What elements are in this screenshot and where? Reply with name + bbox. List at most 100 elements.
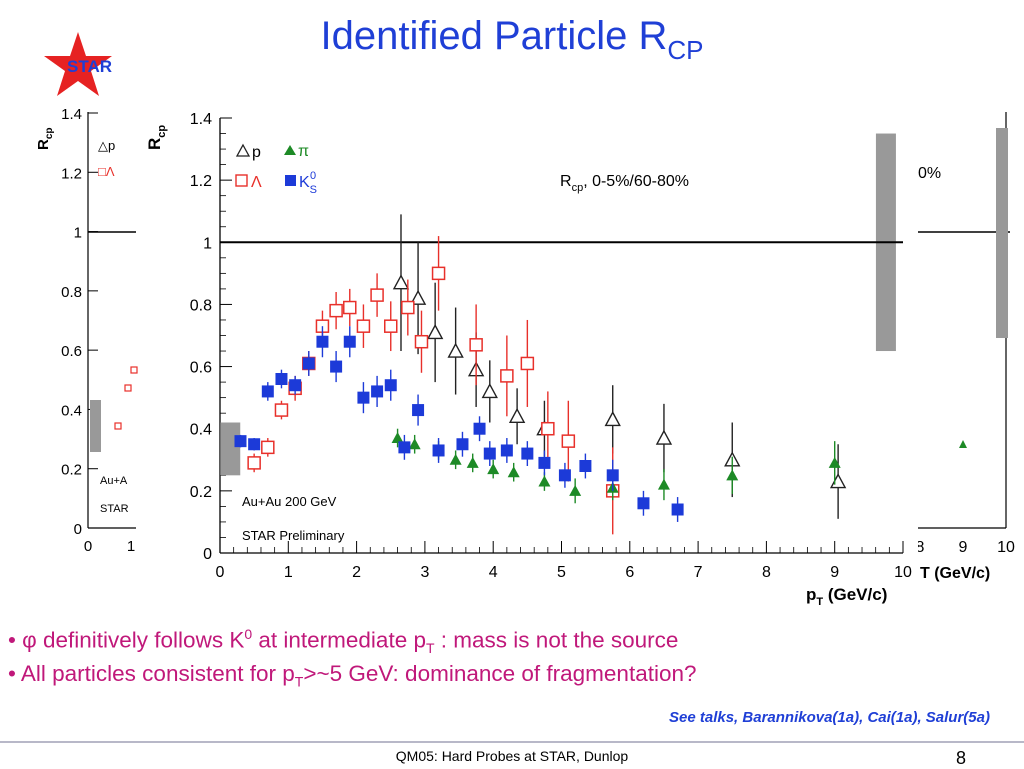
left-xtick-1: 1 xyxy=(127,538,135,555)
data-point-p xyxy=(481,382,498,399)
data-point-k0s xyxy=(473,422,486,435)
talks-reference: See talks, Barannikova(1a), Cai(1a), Sal… xyxy=(669,709,990,726)
right-norm-box xyxy=(996,128,1008,338)
x-tick-label: 6 xyxy=(625,564,634,581)
data-point-k0s xyxy=(432,444,445,457)
bullet-2: • All particles consistent for pT>~5 GeV… xyxy=(8,661,697,690)
data-point-k0s xyxy=(558,469,571,482)
data-point-lambda xyxy=(500,369,514,383)
y-tick-label: 1 xyxy=(203,235,212,252)
data-point-k0s xyxy=(398,441,411,454)
right-xtick-9: 9 xyxy=(959,539,968,556)
left-y-tick-label: 0.6 xyxy=(61,343,82,360)
data-point-k0s xyxy=(248,438,261,451)
x-tick-label: 4 xyxy=(489,564,498,581)
right-xtick-10: 10 xyxy=(997,539,1015,556)
data-point-lambda xyxy=(469,338,483,352)
data-point-lambda xyxy=(561,434,576,448)
x-tick-label: 2 xyxy=(352,564,361,581)
bullet-list: • φ definitively follows K0 at intermedi… xyxy=(8,620,697,700)
data-point-k0s xyxy=(671,503,684,516)
y-tick-label: 0.4 xyxy=(190,422,212,439)
page-number: 8 xyxy=(955,748,966,768)
data-point-lambda xyxy=(343,300,357,315)
data-point-pi xyxy=(657,478,670,490)
data-point-pi xyxy=(391,432,404,444)
left-ylabel: Rcp xyxy=(35,127,55,150)
legend-label-pi: π xyxy=(298,143,309,160)
data-point-k0s xyxy=(302,357,315,370)
data-point-k0s xyxy=(371,385,384,398)
data-point-k0s xyxy=(456,438,469,451)
data-point-lambda xyxy=(384,319,398,333)
footer-divider xyxy=(0,741,1024,743)
data-point-lambda xyxy=(261,440,275,455)
y-tick-label: 0.2 xyxy=(190,484,212,501)
left-y-tick-label: 0.8 xyxy=(61,284,82,301)
data-point-lambda xyxy=(401,300,415,315)
left-y-tick-label: 1.2 xyxy=(61,165,82,182)
bullet-1: • φ definitively follows K0 at intermedi… xyxy=(8,626,679,656)
y-tick-label: 0.8 xyxy=(190,297,212,314)
data-point-lambda xyxy=(520,356,535,371)
data-point-pi xyxy=(726,469,739,481)
data-point-pi xyxy=(449,453,462,465)
right-fragment-mark xyxy=(959,440,967,448)
logo-text: STAR xyxy=(67,57,112,76)
right-xlabel: T (GeV/c) xyxy=(920,565,990,582)
footer-text: QM05: Hard Probes at STAR, Dunlop xyxy=(395,748,629,764)
data-point-k0s xyxy=(289,379,302,392)
legend-marker-p xyxy=(235,143,251,157)
data-point-p xyxy=(426,323,444,340)
data-point-k0s xyxy=(412,404,425,417)
data-point-lambda xyxy=(356,319,371,333)
y-tick-label: 1.4 xyxy=(190,111,212,128)
data-point-k0s xyxy=(637,497,650,510)
system-annotation: Au+Au 200 GeV xyxy=(242,494,337,509)
left-fragment-mark xyxy=(114,422,122,430)
left-fragment-mark xyxy=(130,366,138,374)
left-text-system: Au+A xyxy=(100,475,128,487)
data-point-p xyxy=(604,410,621,427)
data-point-k0s xyxy=(606,469,619,482)
data-point-pi xyxy=(466,456,479,468)
x-tick-label: 9 xyxy=(830,564,839,581)
data-point-k0s xyxy=(483,447,496,460)
legend-marker-pi xyxy=(284,145,296,155)
legend-label-k0s: KS0 xyxy=(299,170,317,196)
right-xtick-8: 8 xyxy=(916,539,925,556)
data-point-k0s xyxy=(275,373,288,385)
data-point-lambda xyxy=(329,303,343,318)
legend-label-lambda: Λ xyxy=(251,174,262,191)
data-point-lambda xyxy=(370,288,384,302)
data-point-k0s xyxy=(234,435,247,448)
left-y-tick-label: 1 xyxy=(74,225,82,242)
right-text: 0% xyxy=(918,165,941,182)
data-point-pi xyxy=(569,484,582,496)
data-point-lambda xyxy=(431,266,446,281)
left-text-star: STAR xyxy=(100,503,129,515)
background-left-panel: 0 0.2 0.4 0.6 0.8 1 1.2 1.4 Rcp △p □Λ Au+A STAR… xyxy=(35,106,138,555)
data-point-lambda xyxy=(541,421,555,436)
legend-marker-lambda xyxy=(235,174,248,187)
legend: p π Λ KS0 xyxy=(235,143,317,196)
x-tick-label: 3 xyxy=(420,564,429,581)
star-shape-icon xyxy=(44,32,112,96)
data-point-k0s xyxy=(343,335,356,348)
data-point-pi xyxy=(828,456,841,468)
data-point-k0s xyxy=(521,447,534,460)
data-point-k0s xyxy=(261,385,274,398)
y-tick-label: 0.6 xyxy=(190,360,212,377)
data-point-p xyxy=(447,342,464,358)
slide-title: Identified Particle RCP xyxy=(320,14,704,65)
x-tick-label: 1 xyxy=(284,564,293,581)
data-point-pi xyxy=(487,463,500,475)
data-point-p xyxy=(655,429,673,445)
rcp-chart: 0 0.2 0.4 0.6 0.8 1 1.2 1.4 Rcp △p □Λ Au+A STAR… xyxy=(35,106,1015,608)
data-point-pi xyxy=(507,466,520,478)
data-point-k0s xyxy=(500,444,513,457)
centrality-annotation: Rcp, 0-5%/60-80% xyxy=(560,173,689,194)
left-norm-box xyxy=(90,400,101,452)
legend-label-p: p xyxy=(252,144,261,161)
data-point-pi xyxy=(538,475,551,487)
